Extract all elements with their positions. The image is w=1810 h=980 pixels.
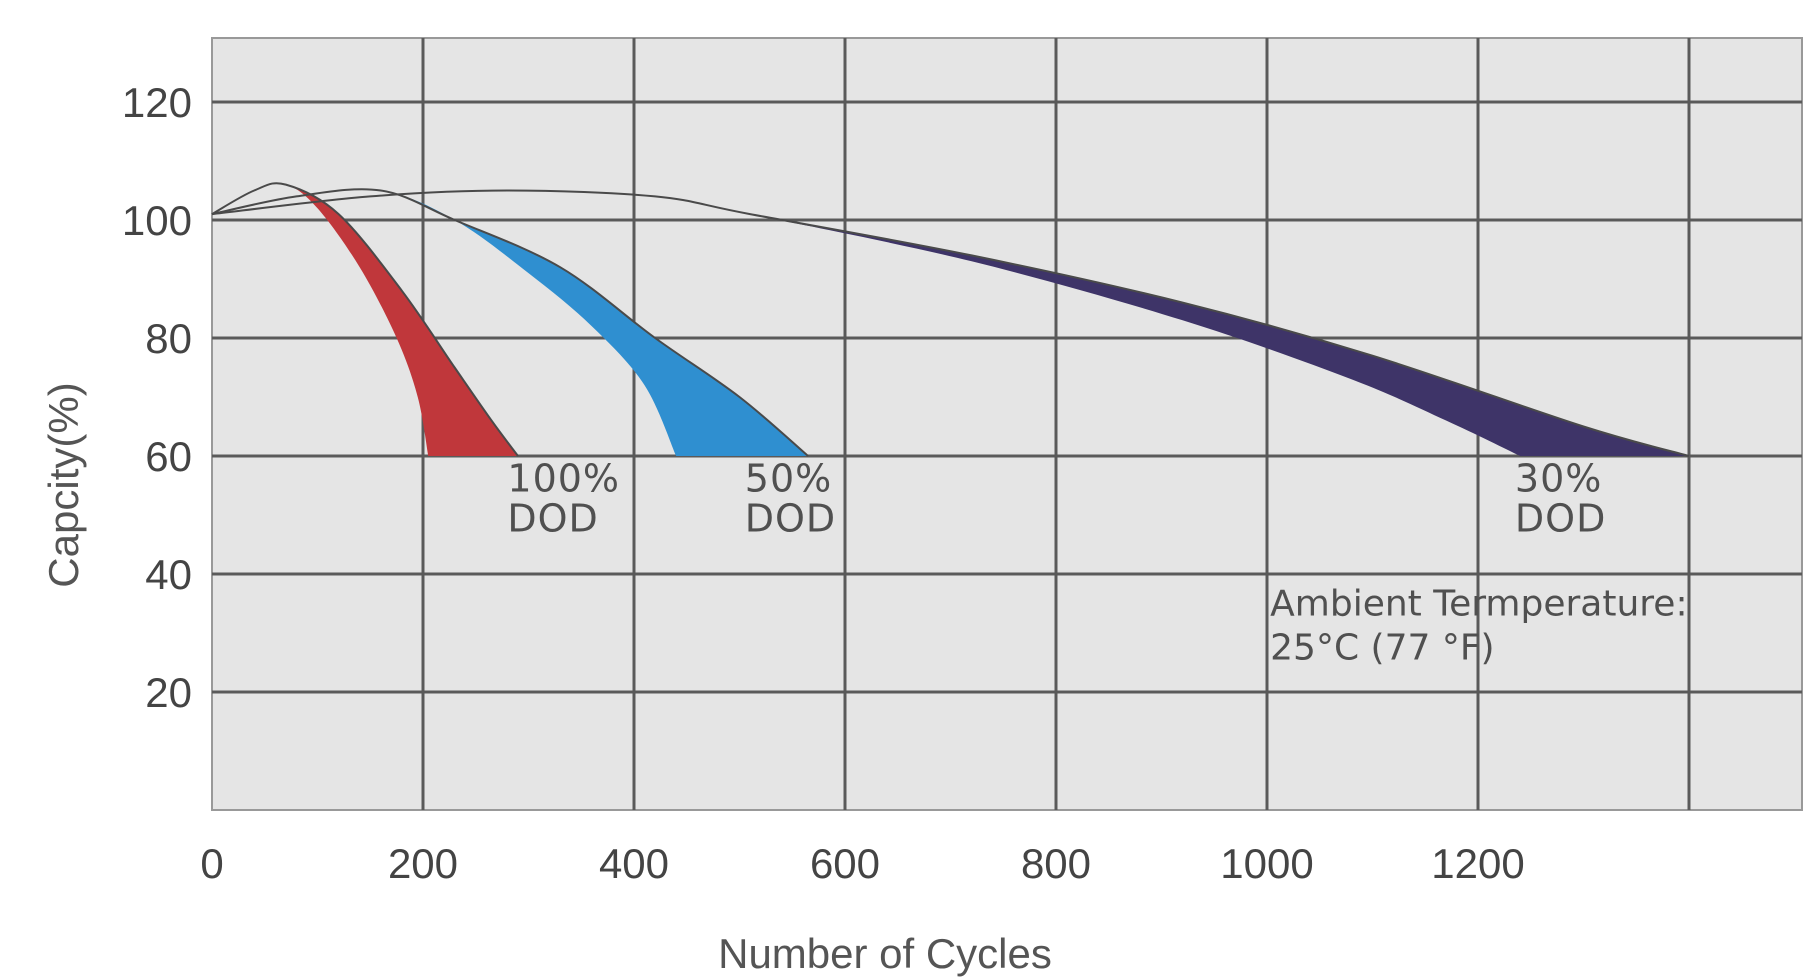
x-tick-label-800: 800 — [1021, 840, 1091, 887]
top-envelope-lines — [211, 182, 1690, 457]
ambient-temperature-label: Ambient Termperature: — [1270, 583, 1687, 624]
y-tick-label-120: 120 — [122, 79, 192, 126]
x-tick-label-400: 400 — [599, 840, 669, 887]
y-tick-label-20: 20 — [145, 669, 192, 716]
dod-label-3-line-2: DOD — [1515, 496, 1606, 540]
envelope-line-2 — [211, 188, 809, 457]
band-100-dod — [212, 183, 518, 457]
dod-label-1-line-1: 100% — [507, 456, 620, 500]
x-tick-label-1000: 1000 — [1220, 840, 1313, 887]
dod-label-1-line-2: DOD — [507, 496, 598, 540]
envelope-line-3 — [211, 189, 1690, 457]
dod-label-3-line-1: 30% — [1515, 456, 1602, 500]
y-tick-label-80: 80 — [145, 315, 192, 362]
envelope-line-1 — [211, 182, 519, 457]
x-axis-title: Number of Cycles — [718, 930, 1052, 977]
gridlines — [212, 38, 1802, 810]
y-tick-label-60: 60 — [145, 433, 192, 480]
band-50-dod — [212, 189, 809, 456]
y-tick-label-40: 40 — [145, 551, 192, 598]
x-tick-label-1200: 1200 — [1431, 840, 1524, 887]
ambient-temperature-value: 25°C (77 °F) — [1270, 627, 1494, 668]
y-tick-label-100: 100 — [122, 197, 192, 244]
y-axis-title: Capcity(%) — [40, 382, 87, 587]
x-tick-label-0: 0 — [200, 840, 223, 887]
dod-label-2-line-2: DOD — [745, 496, 836, 540]
x-tick-label-600: 600 — [810, 840, 880, 887]
dod-label-2-line-1: 50% — [745, 456, 832, 500]
band-30-dod — [212, 190, 1689, 456]
dod-bands — [212, 183, 1689, 457]
x-tick-label-200: 200 — [388, 840, 458, 887]
